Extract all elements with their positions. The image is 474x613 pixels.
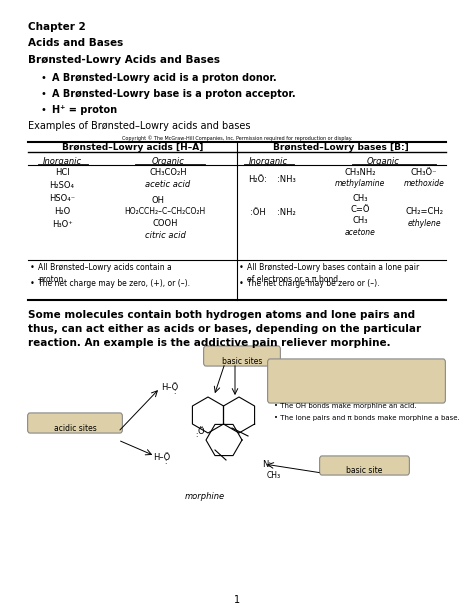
Text: CH₃NH₂: CH₃NH₂	[344, 168, 376, 177]
Text: CH₂=CH₂: CH₂=CH₂	[405, 207, 443, 216]
Text: OH: OH	[152, 196, 164, 205]
FancyBboxPatch shape	[204, 346, 280, 366]
Text: acetone: acetone	[345, 228, 375, 237]
Text: Inorganic: Inorganic	[248, 157, 288, 166]
Text: H₂SO₄: H₂SO₄	[49, 181, 74, 190]
Text: •: •	[30, 263, 35, 272]
Text: morphine: morphine	[185, 492, 225, 501]
Text: Brønsted–Lowry acids [H–A]: Brønsted–Lowry acids [H–A]	[62, 143, 204, 152]
Text: H₂O: H₂O	[54, 207, 70, 216]
Text: basic site: basic site	[346, 466, 382, 475]
Text: thus, can act either as acids or bases, depending on the particular: thus, can act either as acids or bases, …	[28, 324, 421, 334]
Text: Some molecules contain both hydrogen atoms and lone pairs and: Some molecules contain both hydrogen ato…	[28, 310, 415, 320]
Text: H₃O⁺: H₃O⁺	[52, 220, 73, 229]
Text: Chapter 2: Chapter 2	[28, 22, 86, 32]
FancyBboxPatch shape	[27, 413, 122, 433]
Text: COOH: COOH	[152, 219, 178, 228]
Text: The net charge may be zero, (+), or (–).: The net charge may be zero, (+), or (–).	[38, 279, 190, 288]
Text: H–Ö: H–Ö	[153, 453, 170, 462]
Text: CH₃: CH₃	[352, 194, 368, 203]
Text: The net charge may be zero or (–).: The net charge may be zero or (–).	[247, 279, 380, 288]
Text: Examples of Brønsted–Lowry acids and bases: Examples of Brønsted–Lowry acids and bas…	[28, 121, 250, 131]
Text: All Brønsted–Lowry bases contain a lone pair
of electrons or a π bond.: All Brønsted–Lowry bases contain a lone …	[247, 263, 419, 284]
Text: Inorganic: Inorganic	[43, 157, 82, 166]
Text: :NH₃: :NH₃	[277, 175, 295, 184]
Text: H₂Ö:: H₂Ö:	[248, 175, 267, 184]
Text: •: •	[30, 279, 35, 288]
Text: •: •	[40, 105, 46, 115]
Text: acetic acid: acetic acid	[146, 180, 191, 189]
Text: Brønsted–Lowry bases [B:]: Brønsted–Lowry bases [B:]	[273, 143, 409, 152]
Text: ethylene: ethylene	[407, 219, 441, 228]
Text: A Brønsted-Lowry acid is a proton donor.: A Brønsted-Lowry acid is a proton donor.	[52, 73, 277, 83]
Text: acidic sites: acidic sites	[54, 424, 96, 433]
Text: :: :	[195, 432, 197, 438]
Text: • The lone pairs and π bonds make morphine a base.: • The lone pairs and π bonds make morphi…	[274, 415, 460, 421]
Text: HO₂CCH₂–C–CH₂CO₂H: HO₂CCH₂–C–CH₂CO₂H	[124, 207, 206, 216]
Text: methoxide: methoxide	[403, 179, 445, 188]
Text: Ö: Ö	[198, 427, 204, 436]
Text: Acids and Bases: Acids and Bases	[28, 38, 123, 48]
Text: •: •	[239, 263, 244, 272]
Text: citric acid: citric acid	[145, 231, 185, 240]
Text: CH₃: CH₃	[352, 216, 368, 225]
FancyBboxPatch shape	[268, 359, 446, 403]
Text: •: •	[40, 73, 46, 83]
Text: A Brønsted-Lowry base is a proton acceptor.: A Brønsted-Lowry base is a proton accept…	[52, 89, 296, 99]
Text: All Brønsted–Lowry acids contain a
proton.: All Brønsted–Lowry acids contain a proto…	[38, 263, 172, 284]
Text: •: •	[40, 89, 46, 99]
Text: :ÖH: :ÖH	[250, 208, 266, 217]
Text: CH₃Ö⁻: CH₃Ö⁻	[411, 168, 437, 177]
Text: basic sites: basic sites	[222, 357, 262, 366]
Text: methylamine: methylamine	[335, 179, 385, 188]
Text: reaction. An example is the addictive pain reliever morphine.: reaction. An example is the addictive pa…	[28, 338, 391, 348]
Text: H–Ö: H–Ö	[161, 383, 178, 392]
Text: Organic: Organic	[366, 157, 400, 166]
Text: CH₃CO₂H: CH₃CO₂H	[149, 168, 187, 177]
Text: •: •	[239, 279, 244, 288]
Text: H⁺ = proton: H⁺ = proton	[52, 105, 117, 115]
Text: C=Ö: C=Ö	[350, 205, 370, 214]
Text: • The OH bonds make morphine an acid.: • The OH bonds make morphine an acid.	[274, 403, 417, 409]
Text: HSO₄⁻: HSO₄⁻	[49, 194, 75, 203]
Text: Organic: Organic	[152, 157, 184, 166]
FancyBboxPatch shape	[319, 456, 410, 475]
Text: :NH₂: :NH₂	[277, 208, 295, 217]
Text: CH₃: CH₃	[267, 471, 281, 480]
Text: HCl: HCl	[55, 168, 69, 177]
Text: Copyright © The McGraw-Hill Companies, Inc. Permission required for reproduction: Copyright © The McGraw-Hill Companies, I…	[122, 135, 352, 140]
Text: N:: N:	[262, 460, 271, 469]
Text: 1: 1	[234, 595, 240, 605]
Text: :: :	[164, 459, 166, 465]
Text: :: :	[173, 389, 175, 395]
Text: Brønsted-Lowry Acids and Bases: Brønsted-Lowry Acids and Bases	[28, 55, 220, 65]
